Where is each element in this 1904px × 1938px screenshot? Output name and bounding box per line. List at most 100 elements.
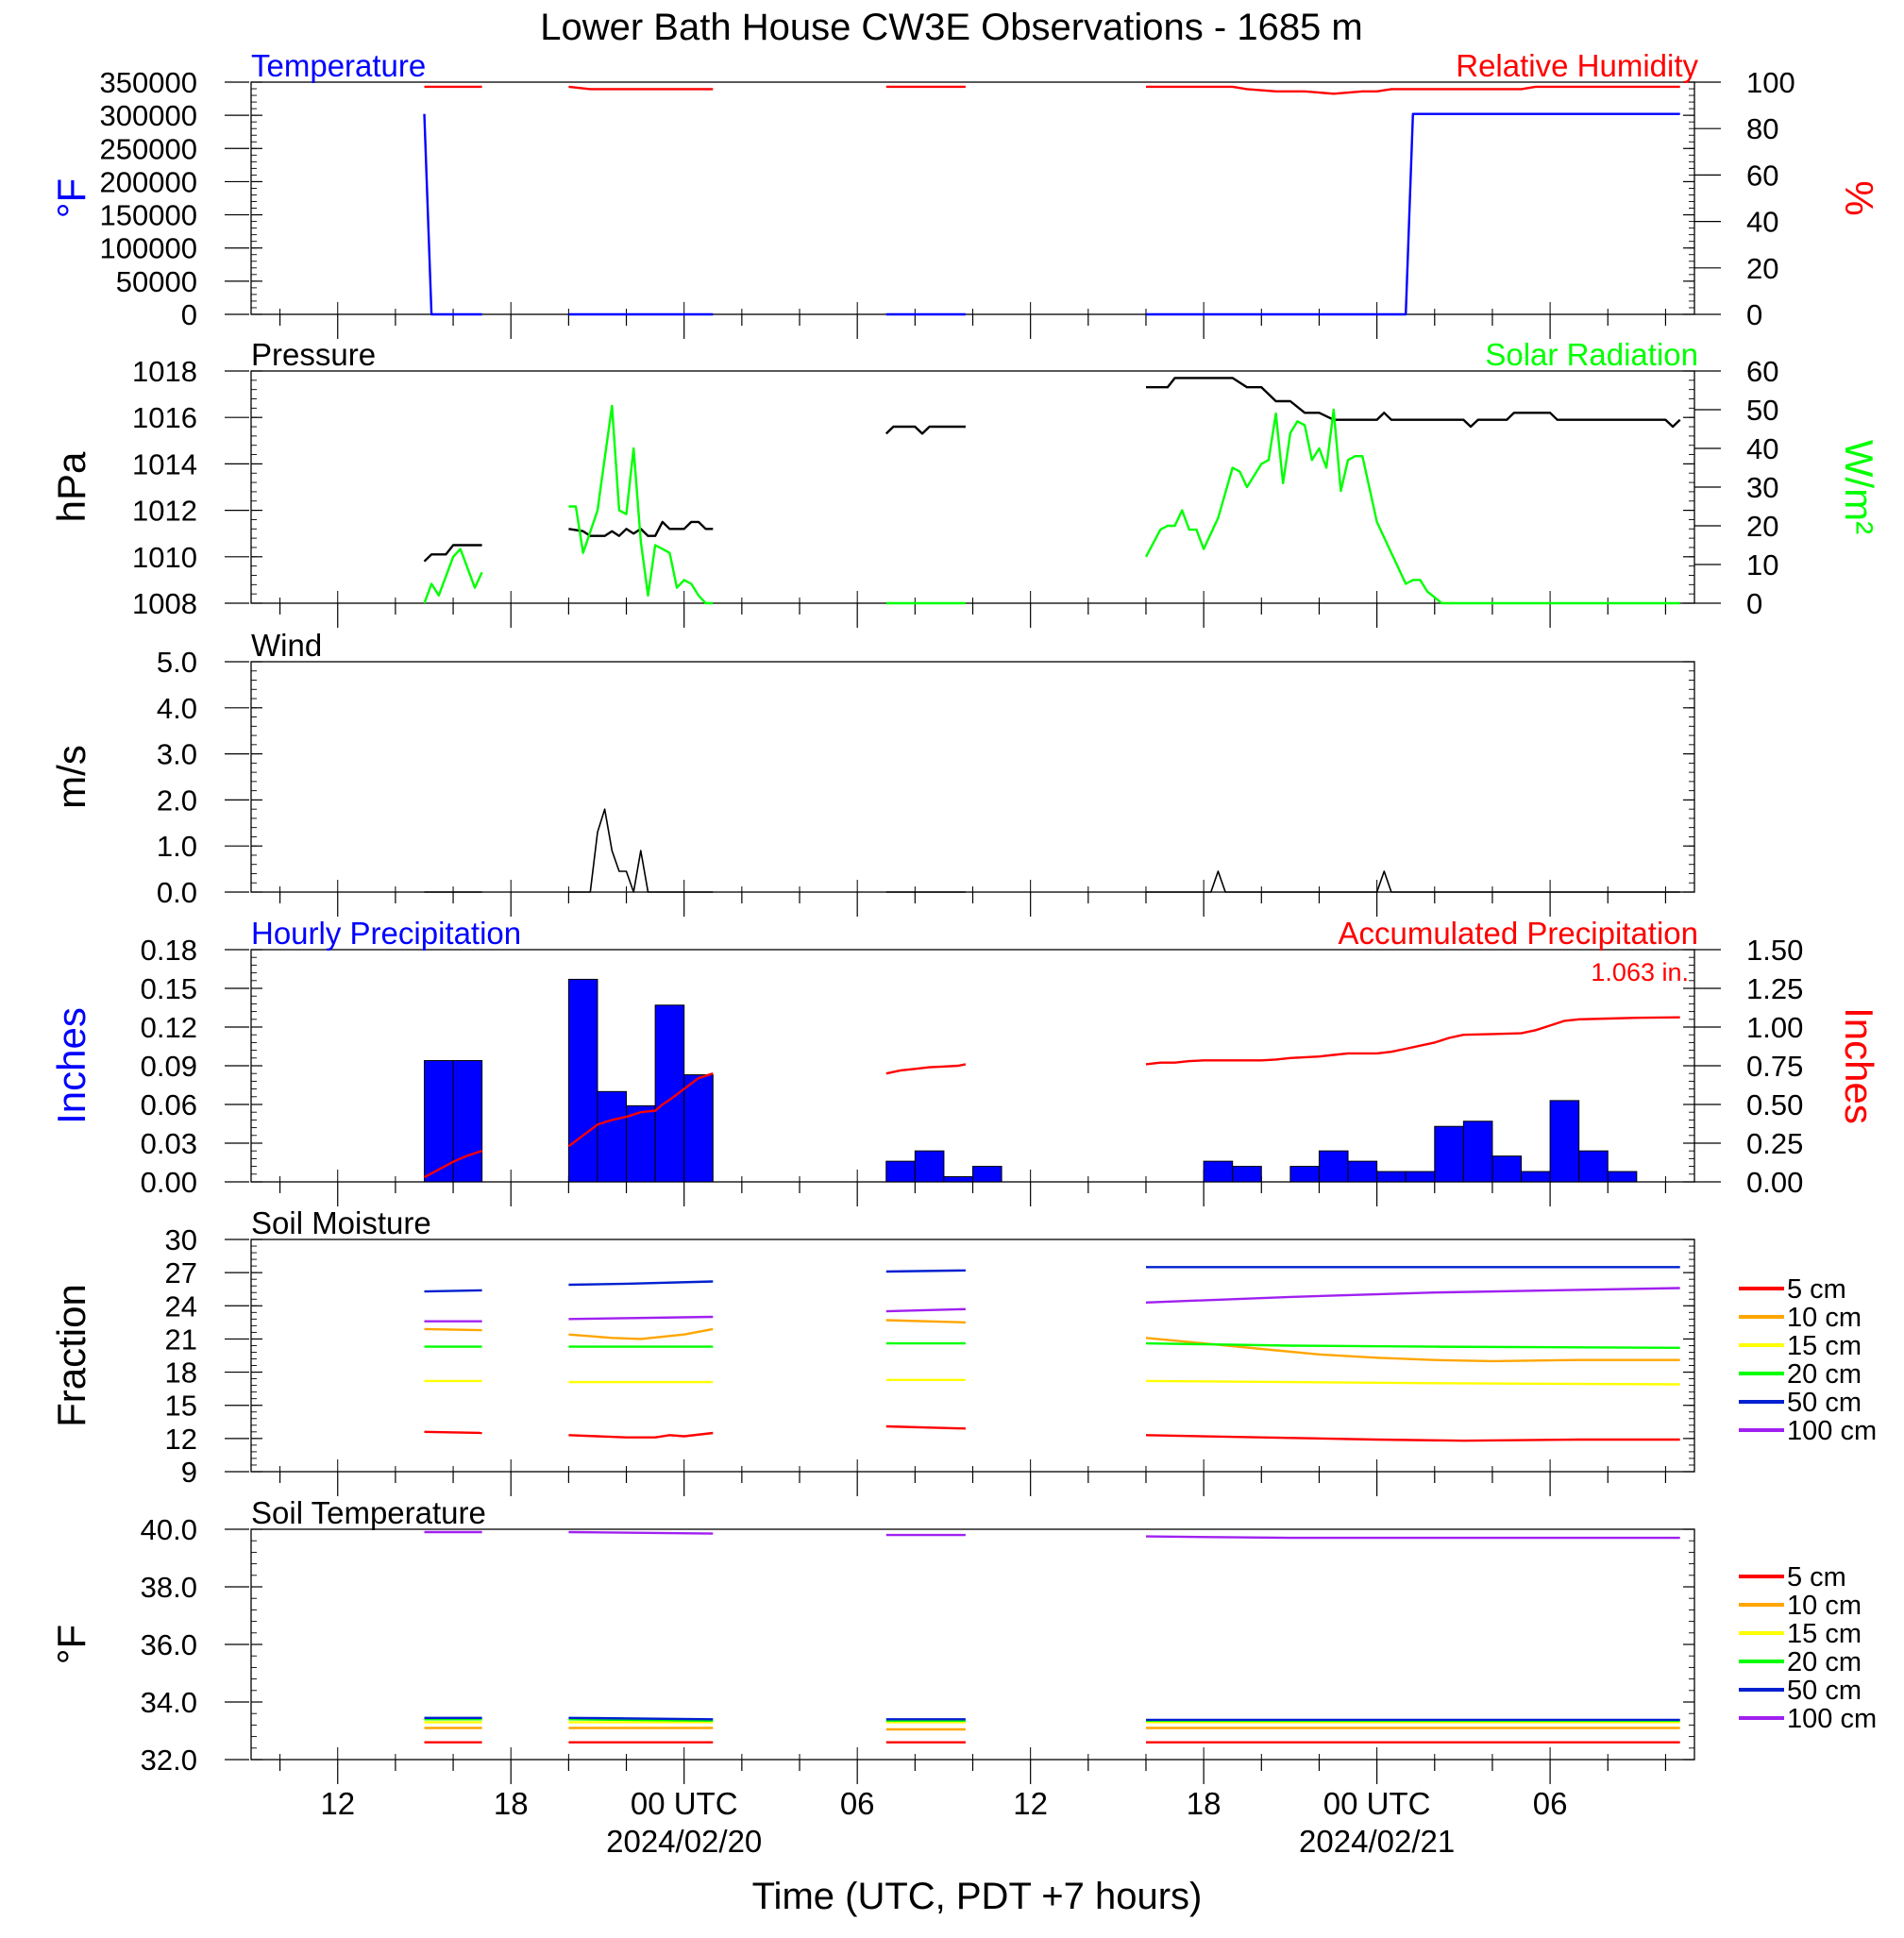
series-line-5-cm [568,1431,714,1439]
series-line-accumulated-precipitation [1145,1016,1680,1066]
x-tick-label: 18 [494,1786,529,1821]
y-tick-label-right: 0.25 [1746,1127,1803,1160]
y-tick-label-right: 1.00 [1746,1011,1803,1044]
x-date-label: 2024/02/21 [1299,1824,1455,1859]
x-date-label: 2024/02/20 [606,1824,762,1859]
precip-bar [914,1150,945,1183]
x-tick-label: 12 [1013,1786,1048,1821]
y-tick-label-left: 0.00 [141,1166,197,1199]
panel-title-left: Wind [251,628,322,663]
legend-label: 20 cm [1787,1359,1862,1390]
series-line-5-cm [885,1424,966,1430]
plot-frame [250,1528,1695,1761]
series-line-100-cm [1145,1287,1680,1304]
y-tick-label-left: 0.12 [141,1011,197,1044]
y-axis-label-left: m/s [49,745,93,809]
y-tick-label-right: 0 [1746,587,1762,620]
y-tick-label-left: 1010 [132,541,197,574]
panel-title-left: Temperature [251,48,426,83]
precip-bar [1318,1150,1349,1183]
series-temperature [423,112,1680,316]
y-tick-label-left: 0.15 [141,972,197,1005]
panel-title-left: Pressure [251,337,376,372]
y-tick-label-left: 36.0 [141,1628,197,1661]
series-line-50-cm [885,1269,966,1273]
precip-bar [683,1074,714,1183]
y-tick-label-left: 0.0 [157,876,197,909]
series-line-20-cm [568,1718,714,1722]
series-wind [424,808,1680,893]
y-tick-label-left: 24 [165,1289,197,1323]
plot-frame [250,661,1695,893]
precip-bar [1405,1171,1436,1183]
y-tick-label-left: 12 [165,1423,197,1456]
panel-title-left: Soil Temperature [251,1495,486,1530]
legend-label: 100 cm [1787,1704,1877,1734]
series-line-wind [568,808,714,893]
precip-bar [1521,1171,1551,1183]
y-tick-label-left: 34.0 [141,1686,197,1719]
y-tick-label-left: 200000 [100,165,197,198]
series-line-accumulated-precipitation [567,1072,714,1148]
series-line-accumulated-precipitation [885,1063,967,1075]
y-axis-label-left: Inches [49,1007,93,1124]
precip-bar [1434,1125,1464,1183]
series-100-cm [424,1530,1680,1540]
legend-label: 10 cm [1787,1303,1862,1333]
series-100-cm [424,1287,1680,1323]
x-axis-label: Time (UTC, PDT +7 hours) [752,1876,1203,1917]
precip-bar [943,1176,973,1183]
precip-bar [452,1060,483,1183]
precip-bar [1462,1121,1493,1183]
y-axis-label-left: hPa [49,451,93,522]
precip-bar [1376,1171,1407,1183]
y-tick-label-left: 38.0 [141,1571,197,1604]
y-tick-label-left: 27 [165,1256,197,1289]
y-tick-label-right: 40 [1746,206,1778,239]
legend-label: 100 cm [1787,1416,1877,1446]
precip-bar [423,1060,454,1183]
y-tick-label-left: 300000 [100,99,197,132]
y-tick-label-left: 21 [165,1323,197,1356]
y-tick-label-left: 15 [165,1390,197,1423]
y-tick-label-left: 0.18 [141,934,197,967]
panel-title-right: Relative Humidity [1456,48,1698,83]
time-axis: 12 18 00 UTC 06 12 18 00 UTC 06 2024/02/20 2024/0… [320,1786,1567,1859]
x-tick-label: 00 UTC [631,1786,738,1821]
y-tick-label-left: 1008 [132,587,197,620]
series-line-solar-radiation [1144,408,1680,605]
y-axis-label-right: % [1837,180,1881,215]
panel-soil-temperature: 40.0 38.0 36.0 34.0 32.0 Soil Temperature °F 5 … [49,1495,1877,1784]
precip-bar [1232,1166,1262,1183]
y-tick-label-left: 1018 [132,355,197,388]
series-line-solar-radiation [568,404,714,605]
precip-bar [885,1160,916,1183]
series-line-10-cm [424,1327,482,1332]
y-tick-label-right: 60 [1746,159,1778,192]
precip-bar [1578,1150,1609,1183]
series-line-5-cm [424,1430,482,1435]
y-tick-label-left: 100000 [100,232,197,265]
series-relative-humidity [424,85,1680,95]
series-solar-radiation [423,404,1680,605]
legend-label: 5 cm [1787,1562,1846,1593]
series-10-cm [424,1727,1680,1731]
precip-bar [567,978,598,1183]
panel-title-right: Solar Radiation [1485,337,1698,372]
x-tick-label: 00 UTC [1323,1786,1431,1821]
series-line-50-cm [568,1716,714,1721]
series-line-10-cm [568,1327,714,1340]
plot-frame [250,1239,1695,1473]
panels-group: 3500003000002500002000001500001000005000… [49,48,1881,1784]
y-tick-label-left: 150000 [100,199,197,232]
x-tick-label: 12 [320,1786,355,1821]
y-tick-label-left: 1.0 [157,830,197,863]
y-tick-label-left: 9 [181,1456,197,1489]
y-tick-label-right: 30 [1746,471,1778,504]
series-line-100-cm [1145,1535,1680,1540]
y-axis-label-right: W/m² [1837,440,1881,534]
x-tick-label: 18 [1187,1786,1222,1821]
